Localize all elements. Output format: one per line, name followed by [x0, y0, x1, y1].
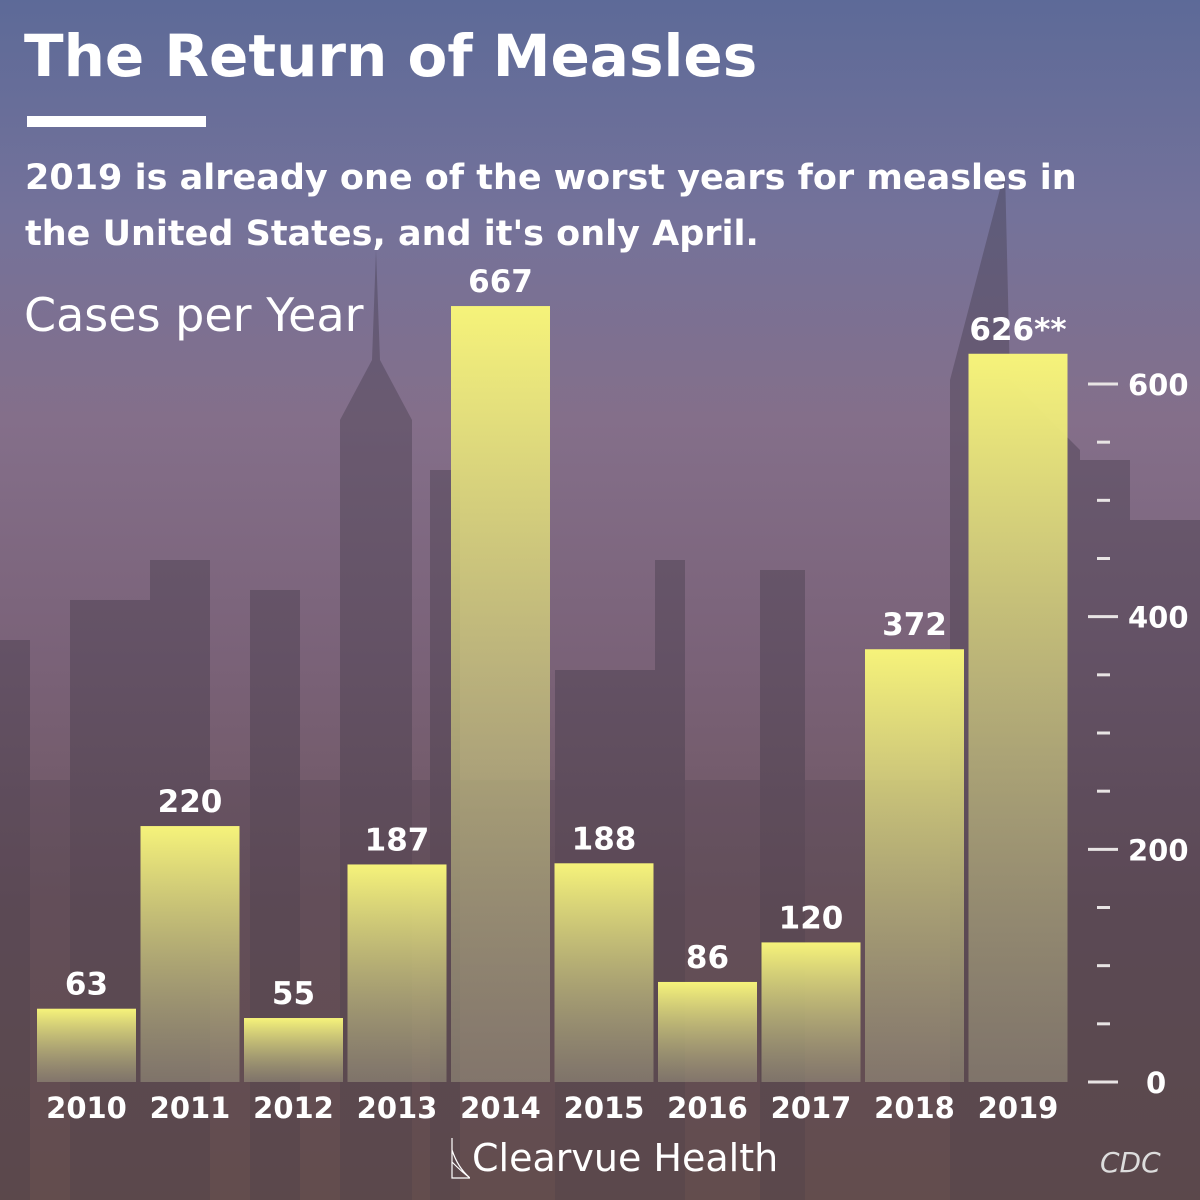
data-label: 86 — [686, 940, 729, 976]
chart-subtitle: 2019 is already one of the worst years f… — [25, 158, 1077, 254]
x-tick-label: 2017 — [771, 1091, 852, 1125]
data-label: 667 — [468, 264, 533, 300]
title-underline — [27, 116, 206, 127]
y-tick-label: 600 — [1128, 368, 1189, 402]
source-label: CDC — [1100, 1146, 1161, 1179]
x-tick-label: 2019 — [978, 1091, 1059, 1125]
data-label: 63 — [65, 967, 108, 1003]
data-label: 372 — [882, 607, 947, 643]
bar-2011 — [140, 826, 240, 1082]
data-label: 220 — [158, 784, 223, 820]
y-tick-label: 400 — [1128, 601, 1189, 635]
bar-2013 — [347, 864, 447, 1082]
brand-logo: Clearvue Health — [450, 1136, 778, 1180]
x-tick-label: 2015 — [564, 1091, 645, 1125]
bar-2016 — [658, 981, 757, 1082]
data-label: 120 — [779, 900, 844, 936]
y-tick-label: 0 — [1146, 1066, 1166, 1100]
bar-2014 — [451, 306, 550, 1083]
data-label: 55 — [272, 976, 315, 1012]
clearvue-logo-icon — [451, 1138, 470, 1179]
x-tick-label: 2012 — [253, 1091, 334, 1125]
x-tick-label: 2010 — [46, 1091, 127, 1125]
brand-name: Clearvue Health — [472, 1136, 779, 1180]
x-tick-label: 2011 — [150, 1091, 231, 1125]
data-label: 626** — [969, 312, 1066, 348]
bar-2012 — [244, 1018, 343, 1082]
bar-2015 — [554, 863, 654, 1082]
x-tick-label: 2014 — [460, 1091, 541, 1125]
y-axis-label: Cases per Year — [24, 288, 364, 342]
bar-2010 — [37, 1008, 136, 1082]
x-tick-label: 2013 — [357, 1091, 438, 1125]
x-tick-label: 2018 — [874, 1091, 955, 1125]
data-label: 187 — [365, 822, 430, 858]
bar-2017 — [761, 942, 861, 1082]
chart-title: The Return of Measles — [24, 22, 758, 90]
data-label: 188 — [572, 821, 637, 857]
bar-2019 — [968, 353, 1068, 1083]
bar-2018 — [865, 649, 964, 1082]
x-tick-label: 2016 — [667, 1091, 748, 1125]
y-tick-label: 200 — [1128, 833, 1189, 867]
